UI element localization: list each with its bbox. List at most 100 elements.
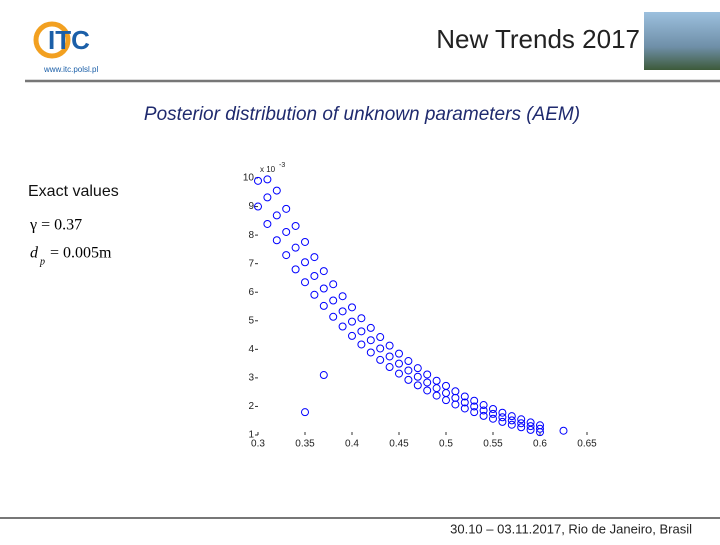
point — [536, 424, 544, 433]
point — [301, 278, 309, 287]
point — [517, 415, 526, 424]
point — [460, 392, 469, 401]
point — [404, 366, 413, 375]
x-tick-label: 0.45 — [389, 439, 409, 450]
point — [404, 357, 413, 366]
y-tick-label: 1 — [248, 430, 254, 441]
logo-text: ITC — [48, 25, 90, 55]
point — [507, 420, 516, 429]
point — [470, 396, 479, 405]
point — [291, 221, 300, 230]
y-tick-label: 9 — [248, 201, 254, 212]
point — [263, 193, 272, 202]
point — [319, 301, 328, 310]
point — [413, 364, 422, 373]
point — [376, 333, 385, 342]
point — [442, 396, 450, 405]
point — [366, 348, 375, 357]
point — [460, 404, 469, 413]
point — [385, 363, 394, 372]
point — [357, 340, 366, 349]
point — [526, 422, 535, 431]
point — [319, 267, 328, 276]
point — [282, 227, 291, 236]
point — [282, 204, 291, 213]
point — [451, 393, 460, 402]
x-tick-label: 0.5 — [439, 439, 453, 450]
logo-ring — [33, 21, 71, 59]
point — [338, 307, 347, 316]
dp-symbol: d — [30, 245, 39, 262]
y-multiplier: x 10 — [260, 165, 276, 174]
point — [517, 419, 526, 428]
point — [310, 290, 319, 299]
x-tick-label: 0.4 — [345, 439, 359, 450]
point — [507, 412, 516, 421]
point — [517, 423, 526, 432]
point — [329, 296, 338, 305]
point — [479, 406, 488, 415]
point — [498, 417, 507, 426]
point — [366, 323, 375, 332]
point — [329, 312, 338, 321]
point — [366, 336, 375, 345]
y-tick-label: 8 — [248, 230, 254, 241]
point — [385, 352, 394, 361]
point — [348, 303, 356, 312]
y-tick-label: 5 — [248, 315, 254, 326]
point — [498, 408, 507, 417]
point — [413, 381, 422, 390]
point — [310, 271, 319, 280]
point — [376, 344, 385, 353]
point — [442, 381, 450, 390]
point — [395, 369, 403, 378]
y-multiplier-exp: -3 — [279, 162, 285, 169]
point — [254, 202, 262, 211]
y-tick-label: 7 — [248, 258, 254, 269]
point — [301, 237, 309, 246]
point — [272, 186, 281, 195]
point — [348, 331, 356, 340]
point — [357, 314, 366, 323]
x-tick-label: 0.55 — [483, 439, 503, 450]
point — [526, 425, 535, 434]
point — [301, 408, 309, 417]
y-tick-label: 6 — [248, 287, 254, 298]
point — [460, 398, 469, 407]
dp-sub: p — [39, 256, 45, 267]
point — [319, 371, 328, 380]
exact-heading: Exact values — [28, 183, 119, 200]
header: New Trends 2017 — [436, 24, 640, 54]
point — [263, 219, 272, 228]
x-tick-label: 0.65 — [577, 439, 597, 450]
point — [254, 176, 262, 185]
gamma: γ = 0.37 — [29, 217, 82, 234]
point — [310, 253, 319, 262]
point — [451, 387, 460, 396]
point — [442, 389, 450, 398]
y-tick-label: 3 — [248, 373, 254, 384]
point — [263, 175, 272, 184]
point — [451, 400, 460, 409]
logo-url: www.itc.polsl.pl — [43, 65, 98, 74]
point — [432, 384, 441, 393]
point — [498, 413, 507, 422]
y-tick-label: 4 — [248, 344, 254, 355]
x-tick-label: 0.6 — [533, 439, 547, 450]
point — [404, 375, 413, 384]
scatter-plot: 1 2 3 4 5 6 7 8 9 10 0.3 0.35 0.4 0.45 0.5 0.55 0.6 0.65 x… — [243, 162, 597, 450]
y-tick-label: 10 — [243, 173, 255, 184]
point — [479, 401, 488, 410]
x-tick-label: 0.35 — [295, 439, 315, 450]
point — [291, 265, 300, 274]
point — [385, 341, 394, 350]
point — [395, 349, 403, 358]
point — [559, 426, 568, 435]
y-tick-label: 2 — [248, 401, 254, 412]
point — [282, 251, 291, 260]
point — [338, 292, 347, 301]
point — [507, 416, 516, 425]
point — [470, 408, 479, 417]
footer: 30.10 – 03.11.2017, Rio de Janeiro, Bras… — [450, 521, 692, 536]
point — [338, 322, 347, 331]
